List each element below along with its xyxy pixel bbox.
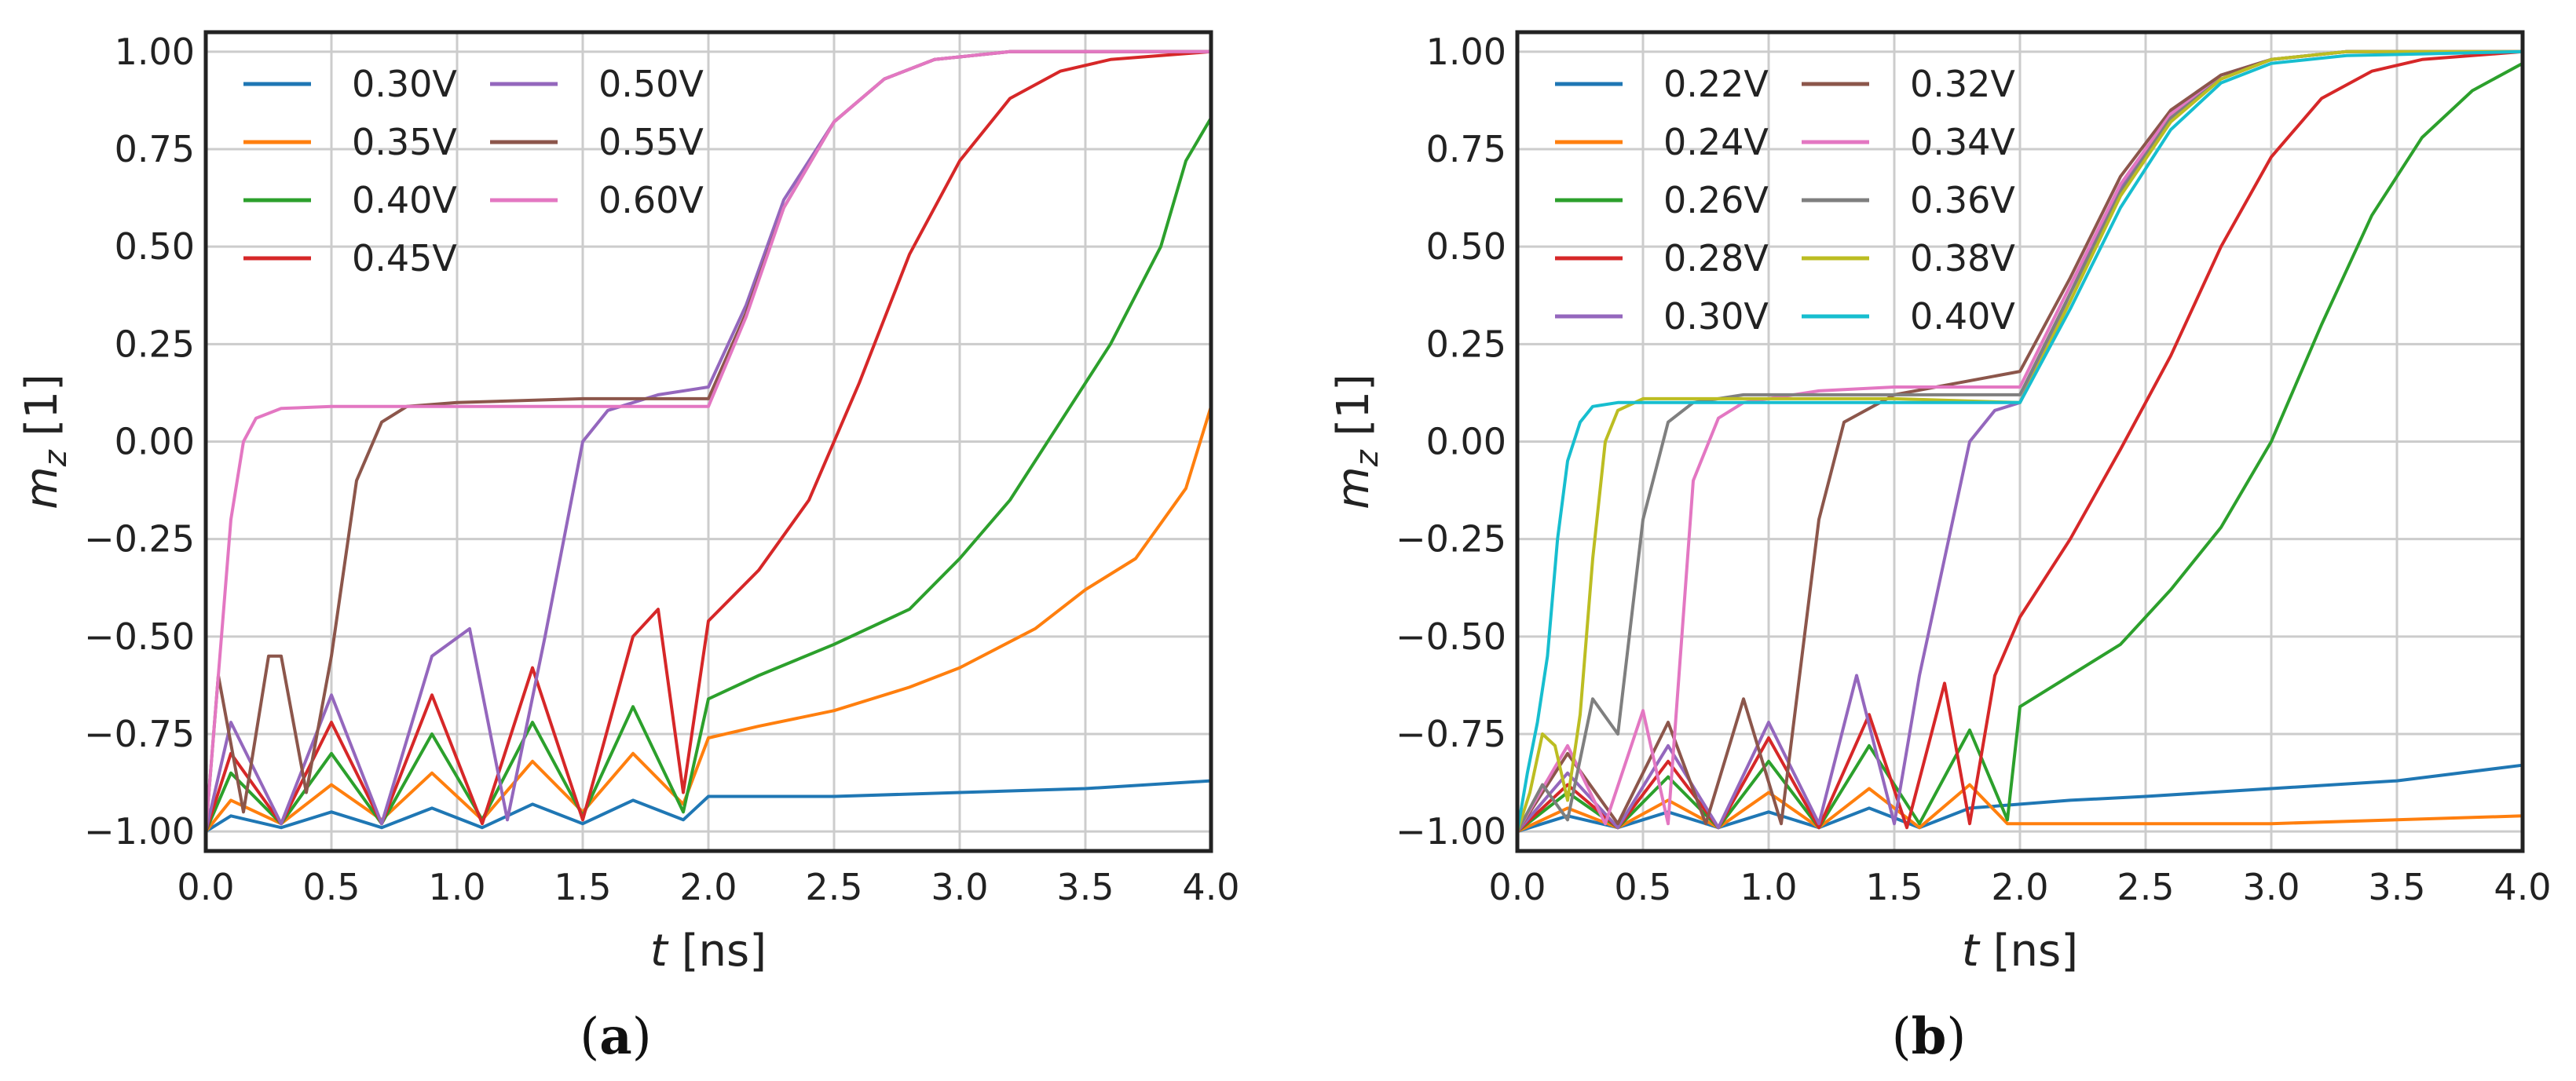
x-tick-label: 4.0: [2494, 866, 2551, 908]
series-line-0.24V: [1516, 783, 2524, 834]
y-axis-unit: [1]: [1328, 374, 1379, 450]
legend-label: 0.40V: [352, 179, 457, 221]
x-tick-label: 1.0: [428, 866, 485, 908]
x-tick-label: 2.0: [1991, 866, 2048, 908]
legend-label: 0.36V: [1910, 179, 2015, 221]
y-tick-label: −0.50: [84, 615, 195, 658]
caption-letter: b: [1912, 1007, 1947, 1066]
x-axis-unit: [ns]: [1993, 926, 2078, 977]
plot-frame: [203, 30, 1213, 853]
x-tick-label: 0.5: [1614, 866, 1671, 908]
panel-b: 0.0 0.5 1.0 1.5 2.0 2.5 3.0 3.5 4.0 −1.00 −0.75 −0.…: [1328, 30, 2552, 1066]
y-axis-sub: z: [1349, 449, 1385, 467]
legend-label: 0.30V: [1663, 295, 1769, 338]
x-tick-label: 2.0: [679, 866, 737, 908]
legend-label: 0.28V: [1663, 237, 1769, 279]
x-tick-label: 4.0: [1182, 866, 1239, 908]
caption-close: ): [1946, 1008, 1966, 1066]
x-tick-label: 3.0: [931, 866, 988, 908]
y-axis-var: m: [1328, 466, 1379, 509]
series-line-0.38V: [1516, 49, 2524, 834]
x-axis-space: [668, 926, 682, 977]
y-axis-unit: [1]: [16, 374, 68, 450]
x-tick-label: 3.0: [2242, 866, 2300, 908]
y-tick-label: −0.50: [1396, 615, 1506, 658]
series-line-0.40V: [204, 116, 1213, 834]
y-tick-label: −1.00: [1396, 810, 1506, 853]
legend-label: 0.50V: [598, 63, 704, 105]
panel-caption: (a): [580, 1007, 651, 1066]
series-line-0.40V: [1516, 49, 2524, 834]
series-line-0.45V: [204, 49, 1213, 834]
legend-label: 0.32V: [1910, 63, 2015, 105]
y-axis-label: mz [1]: [16, 374, 74, 509]
x-tick-label: 3.5: [1056, 866, 1114, 908]
y-tick-label: 1.00: [1426, 31, 1506, 73]
y-axis-var: m: [16, 466, 68, 509]
legend-label: 0.55V: [598, 121, 704, 163]
caption-letter: a: [599, 1007, 631, 1066]
plot-frame: [1515, 30, 2525, 853]
legend-label: 0.35V: [352, 121, 457, 163]
y-tick-label: 0.50: [1426, 225, 1506, 268]
y-axis-sub: z: [38, 449, 74, 467]
x-tick-label: 1.5: [1865, 866, 1923, 908]
y-tick-label: 0.75: [115, 128, 195, 170]
y-tick-label: 0.00: [1426, 421, 1506, 463]
x-axis-var: t: [1962, 926, 1981, 977]
y-tick-label: 0.25: [115, 323, 195, 365]
series-line-0.28V: [1516, 49, 2524, 834]
y-tick-label: 1.00: [115, 31, 195, 73]
legend-label: 0.34V: [1910, 121, 2015, 163]
caption-open: (: [580, 1008, 599, 1066]
x-tick-label: 1.0: [1740, 866, 1797, 908]
x-axis-var: t: [650, 926, 669, 977]
series-line-0.30V: [204, 779, 1213, 834]
x-tick-label: 0.0: [177, 866, 234, 908]
x-axis-space: [1979, 926, 1993, 977]
y-tick-label: −0.75: [1396, 713, 1506, 755]
x-tick-label: 0.5: [302, 866, 360, 908]
series-line-0.26V: [1516, 61, 2524, 834]
series-line-0.35V: [204, 404, 1213, 834]
legend-label: 0.24V: [1663, 121, 1769, 163]
y-tick-label: −0.25: [1396, 518, 1506, 561]
y-tick-label: −0.25: [84, 518, 195, 561]
y-tick-label: 0.75: [1426, 128, 1506, 170]
legend-label: 0.26V: [1663, 179, 1769, 221]
legend-label: 0.40V: [1910, 295, 2015, 338]
x-tick-label: 2.5: [805, 866, 862, 908]
x-tick-label: 1.5: [554, 866, 611, 908]
y-tick-label: 0.25: [1426, 323, 1506, 365]
y-tick-label: −1.00: [84, 810, 195, 853]
y-tick-label: −0.75: [84, 713, 195, 755]
x-axis-unit: [ns]: [682, 926, 767, 977]
x-axis-label: t [ns]: [650, 926, 767, 977]
x-tick-label: 2.5: [2117, 866, 2174, 908]
series-line-0.60V: [204, 49, 1213, 834]
y-tick-label: 0.50: [115, 225, 195, 268]
legend-label: 0.38V: [1910, 237, 2015, 279]
caption-open: (: [1892, 1008, 1912, 1066]
x-tick-label: 0.0: [1488, 866, 1546, 908]
series-line-0.32V: [1516, 49, 2524, 834]
legend-label: 0.60V: [598, 179, 704, 221]
legend-label: 0.30V: [352, 63, 457, 105]
y-tick-label: 0.00: [115, 421, 195, 463]
legend-label: 0.45V: [352, 237, 457, 279]
panel-caption: (b): [1892, 1007, 1967, 1066]
y-axis-label: mz [1]: [1328, 374, 1385, 509]
x-tick-label: 3.5: [2368, 866, 2425, 908]
legend-label: 0.22V: [1663, 63, 1769, 105]
panel-a: 0.0 0.5 1.0 1.5 2.0 2.5 3.0 3.5 4.0 −1.00 −0.75 −0.…: [16, 30, 1240, 1066]
caption-close: ): [632, 1008, 652, 1066]
x-axis-label: t [ns]: [1962, 926, 2078, 977]
